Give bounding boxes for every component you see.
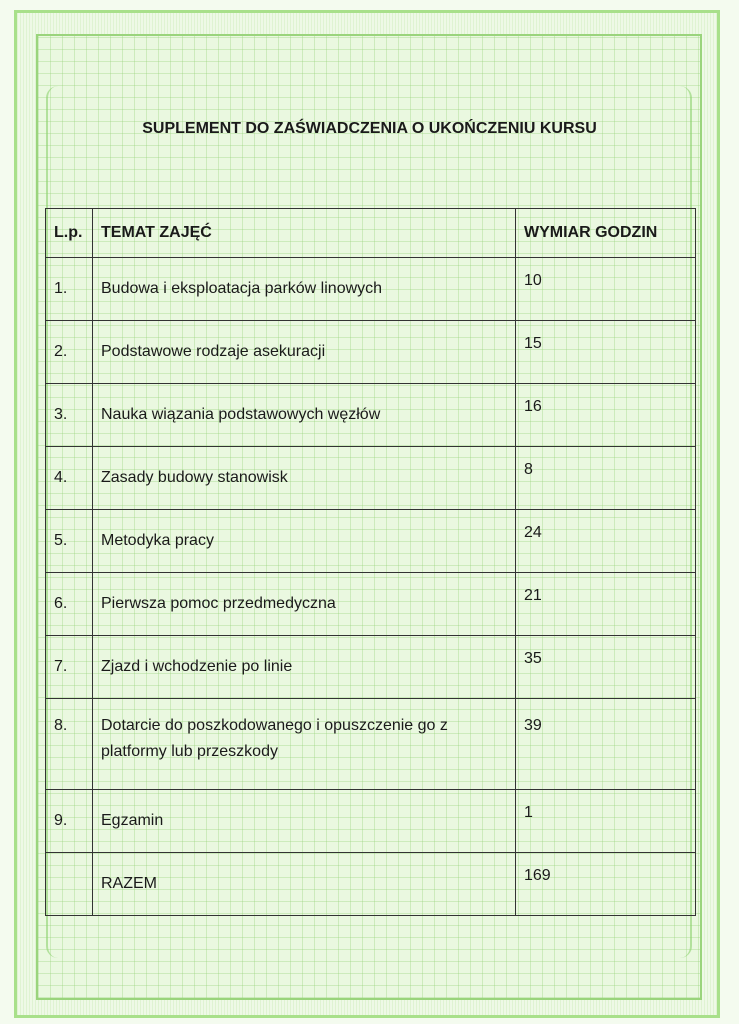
row-number <box>45 852 93 916</box>
total-row: RAZEM 169 <box>45 852 696 916</box>
row-number: 6. <box>45 572 93 636</box>
table-row: 5. Metodyka pracy 24 <box>45 509 696 573</box>
row-hours: 16 <box>515 383 696 447</box>
row-hours: 10 <box>515 257 696 321</box>
table-row: 9. Egzamin 1 <box>45 789 696 853</box>
row-topic: Dotarcie do poszkodowanego i opuszczenie… <box>92 698 516 790</box>
header-hours: WYMIAR GODZIN <box>515 208 696 258</box>
row-topic: Zjazd i wchodzenie po linie <box>92 635 516 699</box>
row-hours: 24 <box>515 509 696 573</box>
table-row: 1. Budowa i eksploatacja parków linowych 1… <box>45 257 696 321</box>
row-number: 8. <box>45 698 93 790</box>
row-topic: Budowa i eksploatacja parków linowych <box>92 257 516 321</box>
header-topic: TEMAT ZAJĘĆ <box>92 208 516 258</box>
row-topic: Nauka wiązania podstawowych węzłów <box>92 383 516 447</box>
row-topic: Podstawowe rodzaje asekuracji <box>92 320 516 384</box>
row-hours: 39 <box>515 698 696 790</box>
row-topic: Metodyka pracy <box>92 509 516 573</box>
table-header-row: L.p. TEMAT ZAJĘĆ WYMIAR GODZIN <box>45 208 696 258</box>
row-topic: Egzamin <box>92 789 516 853</box>
row-number: 4. <box>45 446 93 510</box>
table-row: 3. Nauka wiązania podstawowych węzłów 16 <box>45 383 696 447</box>
row-hours: 21 <box>515 572 696 636</box>
row-hours: 15 <box>515 320 696 384</box>
row-number: 1. <box>45 257 93 321</box>
row-number: 7. <box>45 635 93 699</box>
row-number: 5. <box>45 509 93 573</box>
row-number: 3. <box>45 383 93 447</box>
row-hours: 35 <box>515 635 696 699</box>
table-row: 8. Dotarcie do poszkodowanego i opuszczen… <box>45 698 696 790</box>
row-topic: Pierwsza pomoc przedmedyczna <box>92 572 516 636</box>
table-row: 7. Zjazd i wchodzenie po linie 35 <box>45 635 696 699</box>
row-number: 9. <box>45 789 93 853</box>
table-row: 4. Zasady budowy stanowisk 8 <box>45 446 696 510</box>
document-title: SUPLEMENT DO ZAŚWIADCZENIA O UKOŃCZENIU … <box>142 120 597 137</box>
table-row: 6. Pierwsza pomoc przedmedyczna 21 <box>45 572 696 636</box>
row-number: 2. <box>45 320 93 384</box>
row-topic: Zasady budowy stanowisk <box>92 446 516 510</box>
header-lp: L.p. <box>45 208 93 258</box>
course-hours-table: L.p. TEMAT ZAJĘĆ WYMIAR GODZIN 1. Budowa … <box>45 208 696 916</box>
table-row: 2. Podstawowe rodzaje asekuracji 15 <box>45 320 696 384</box>
row-hours: 169 <box>515 852 696 916</box>
row-hours: 8 <box>515 446 696 510</box>
row-topic: RAZEM <box>92 852 516 916</box>
row-hours: 1 <box>515 789 696 853</box>
